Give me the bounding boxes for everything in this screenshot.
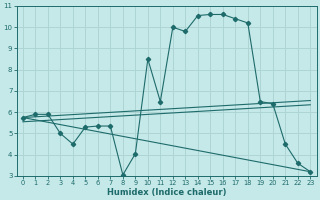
- X-axis label: Humidex (Indice chaleur): Humidex (Indice chaleur): [107, 188, 226, 197]
